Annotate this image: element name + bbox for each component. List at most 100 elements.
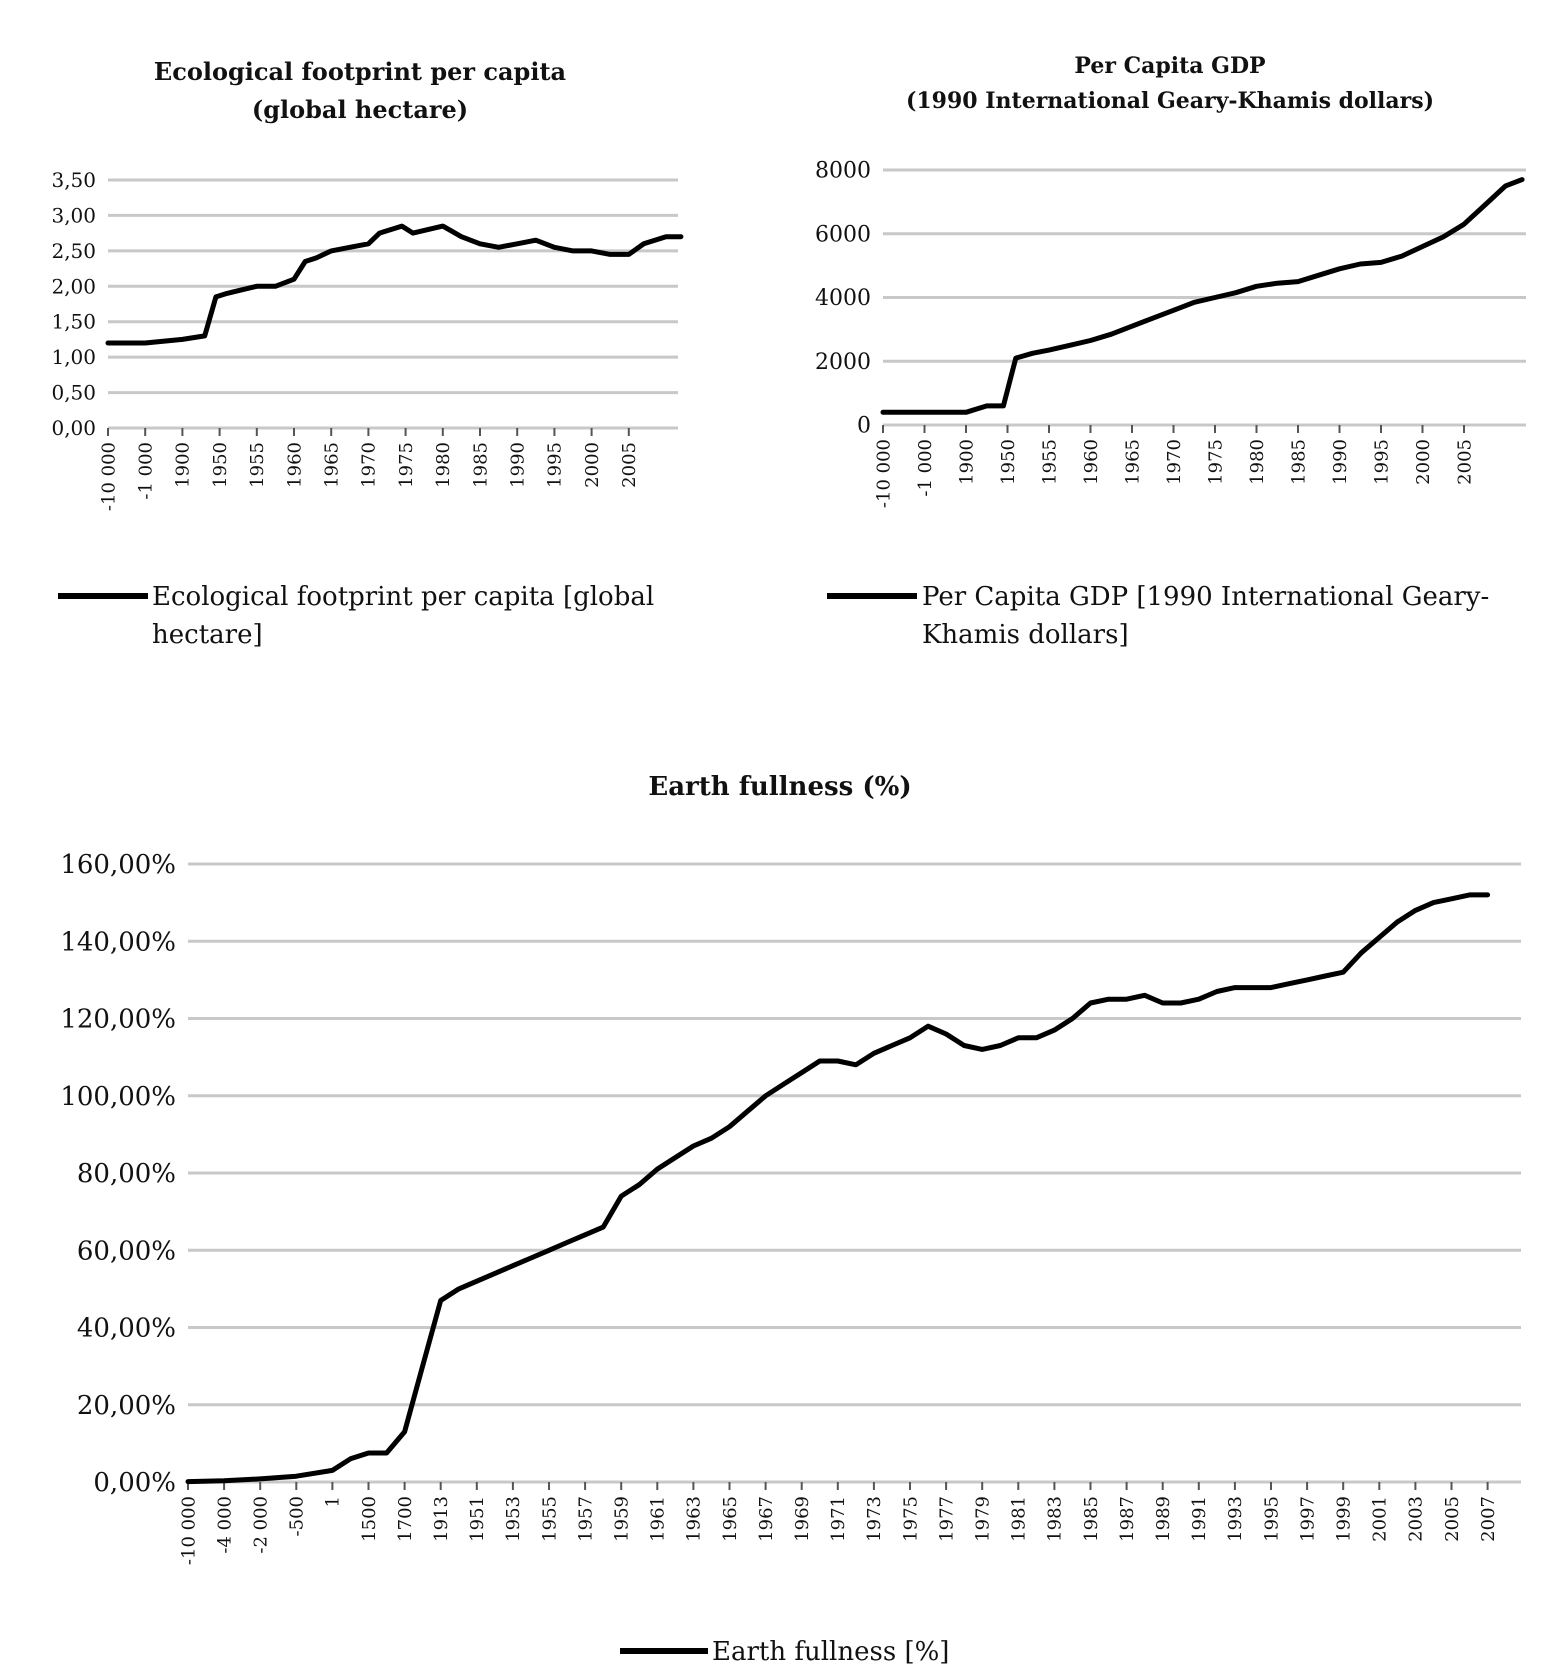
x-tick-label: 1953 (503, 1496, 524, 1542)
y-tick-label: 120,00% (60, 1005, 176, 1035)
x-tick-label: 1900 (956, 439, 977, 485)
chart-title: (1990 International Geary-Khamis dollars… (906, 88, 1434, 114)
x-tick-label: 1995 (1261, 1496, 1282, 1542)
legend-label: Ecological footprint per capita [global (152, 582, 654, 612)
legend-label: hectare] (152, 620, 263, 650)
x-tick-label: 1985 (470, 442, 491, 488)
y-tick-label: 0 (857, 414, 871, 439)
x-tick-label: 1900 (173, 442, 194, 488)
x-tick-label: -1 000 (136, 442, 157, 500)
x-tick-label: 1955 (1039, 439, 1060, 485)
x-tick-label: 1990 (508, 442, 529, 488)
x-tick-label: -2 000 (251, 1496, 272, 1554)
x-tick-label: 2003 (1406, 1496, 1427, 1542)
y-tick-label: 2,00 (51, 274, 96, 298)
x-tick-label: 2001 (1370, 1496, 1391, 1542)
y-tick-label: 140,00% (60, 927, 176, 957)
x-tick-label: 2005 (1442, 1496, 1463, 1542)
x-tick-label: -10 000 (178, 1496, 199, 1565)
x-tick-label: 1980 (1247, 439, 1268, 485)
chart-title: Ecological footprint per capita (154, 57, 566, 86)
x-tick-label: 1961 (648, 1496, 669, 1542)
x-tick-label: 1989 (1153, 1496, 1174, 1542)
x-tick-label: -4 000 (214, 1496, 235, 1554)
x-tick-label: -10 000 (873, 439, 894, 508)
x-tick-label: 1979 (973, 1496, 994, 1542)
y-tick-label: 100,00% (60, 1082, 176, 1112)
x-tick-label: 1955 (539, 1496, 560, 1542)
y-tick-label: 60,00% (77, 1236, 176, 1266)
series-line (185, 892, 1491, 1485)
x-tick-label: 1700 (395, 1496, 416, 1542)
y-tick-label: 1,50 (51, 310, 96, 334)
legend-label: Per Capita GDP [1990 International Geary… (922, 582, 1489, 612)
x-tick-label: 1975 (900, 1496, 921, 1542)
x-tick-label: 1973 (864, 1496, 885, 1542)
x-tick-label: 1965 (322, 442, 343, 488)
legend-label: Khamis dollars] (922, 620, 1129, 650)
x-tick-label: 1999 (1334, 1496, 1355, 1542)
x-tick-label: 1987 (1117, 1496, 1138, 1542)
series-line (880, 177, 1525, 415)
y-tick-label: 0,50 (51, 381, 96, 405)
x-tick-label: 1983 (1045, 1496, 1066, 1542)
y-tick-label: 20,00% (77, 1391, 176, 1421)
x-tick-label: 1985 (1288, 439, 1309, 485)
x-tick-label: 1965 (720, 1496, 741, 1542)
chart-title: Per Capita GDP (1074, 53, 1265, 79)
chart-title: (global hectare) (252, 95, 468, 124)
x-tick-label: 1963 (684, 1496, 705, 1542)
y-tick-label: 0,00% (93, 1468, 176, 1498)
x-tick-label: 1960 (284, 442, 305, 488)
x-tick-label: 1951 (467, 1496, 488, 1542)
x-tick-label: 1970 (1164, 439, 1185, 485)
y-tick-label: 3,00 (51, 203, 96, 227)
x-tick-label: 1965 (1122, 439, 1143, 485)
x-tick-label: 2000 (1413, 439, 1434, 485)
x-tick-label: 1957 (575, 1496, 596, 1542)
x-tick-label: 1995 (545, 442, 566, 488)
x-tick-label: 1500 (359, 1496, 380, 1542)
x-tick-label: 1980 (433, 442, 454, 488)
y-tick-label: 160,00% (60, 850, 176, 880)
y-tick-label: 1,00 (51, 345, 96, 369)
x-tick-label: 1969 (792, 1496, 813, 1542)
x-tick-label: -10 000 (98, 442, 119, 511)
x-tick-label: 2005 (1454, 439, 1475, 485)
x-tick-label: 1960 (1081, 439, 1102, 485)
x-tick-label: 1950 (998, 439, 1019, 485)
x-tick-label: -500 (287, 1496, 308, 1536)
x-tick-label: 1991 (1189, 1496, 1210, 1542)
x-tick-label: 1981 (1009, 1496, 1030, 1542)
y-tick-label: 3,50 (51, 168, 96, 192)
x-tick-label: 1967 (756, 1496, 777, 1542)
x-tick-label: 1959 (612, 1496, 633, 1542)
legend-label: Earth fullness [%] (712, 1637, 949, 1667)
x-tick-label: 1977 (936, 1496, 957, 1542)
x-tick-label: 1975 (396, 442, 417, 488)
y-tick-label: 2000 (815, 350, 871, 375)
x-tick-label: 1985 (1081, 1496, 1102, 1542)
y-tick-label: 4000 (815, 286, 871, 311)
x-tick-label: 1997 (1297, 1496, 1318, 1542)
chart-title: Earth fullness (%) (648, 772, 911, 802)
x-tick-label: 2007 (1478, 1496, 1499, 1542)
x-tick-label: 1993 (1225, 1496, 1246, 1542)
y-tick-label: 40,00% (77, 1314, 176, 1344)
x-tick-label: 1971 (828, 1496, 849, 1542)
y-tick-label: 0,00 (51, 416, 96, 440)
x-tick-label: 1 (323, 1496, 344, 1507)
x-tick-label: 2000 (582, 442, 603, 488)
x-tick-label: 1913 (431, 1496, 452, 1542)
y-tick-label: 2,50 (51, 239, 96, 263)
x-tick-label: 1950 (210, 442, 231, 488)
x-tick-label: 2005 (619, 442, 640, 488)
x-tick-label: 1995 (1371, 439, 1392, 485)
y-tick-label: 8000 (815, 159, 871, 184)
y-tick-label: 80,00% (77, 1159, 176, 1189)
y-tick-label: 6000 (815, 222, 871, 247)
series-line (105, 223, 684, 346)
x-tick-label: 1955 (247, 442, 268, 488)
